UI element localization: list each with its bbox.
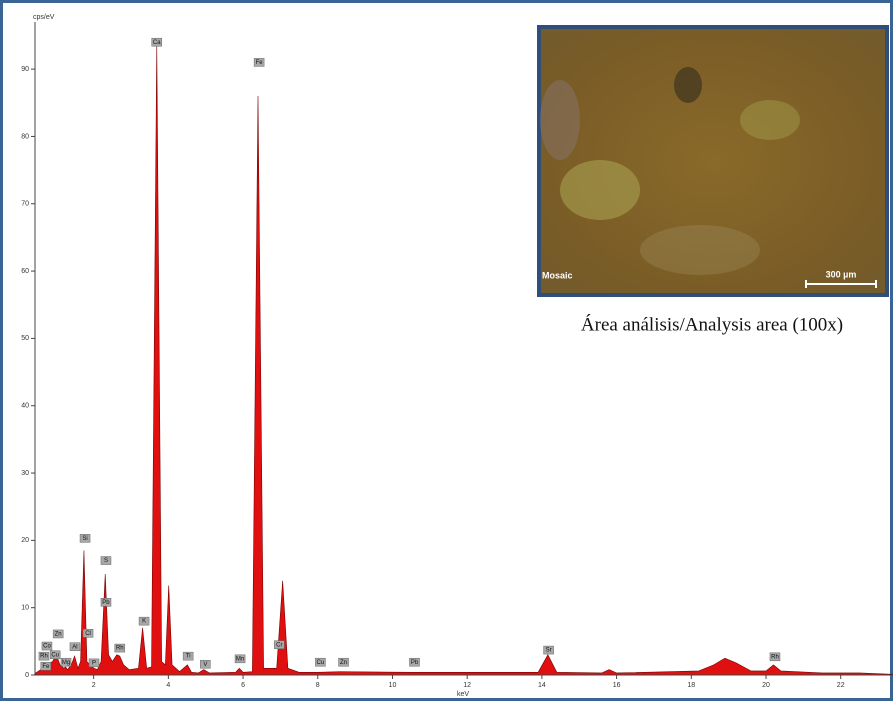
- x-tick-label: 16: [613, 682, 621, 689]
- y-tick-label: 40: [21, 403, 29, 410]
- x-tick-label: 4: [166, 682, 170, 689]
- y-tick-label: 0: [25, 672, 29, 679]
- peak-label-box: [253, 58, 265, 67]
- peak-label: Cu: [51, 652, 59, 658]
- peak-label: Rh: [771, 654, 779, 660]
- peak-label: Cl: [85, 631, 91, 637]
- peak-label: Pb: [411, 660, 419, 666]
- x-axis-label: keV: [457, 691, 469, 698]
- x-tick-label: 8: [316, 682, 320, 689]
- peak-label: Sr: [546, 648, 552, 654]
- inset: Mosaic 300 µm Área análisis/Analysis are…: [537, 25, 889, 335]
- x-tick-label: 20: [762, 682, 770, 689]
- peak-label: Zn: [340, 660, 347, 666]
- peak-label: Ca: [153, 40, 161, 46]
- peak-label: Si: [82, 536, 87, 542]
- spectrum: [35, 45, 893, 676]
- x-tick-label: 10: [389, 682, 397, 689]
- peak-label-box: [138, 616, 150, 626]
- peak-label: Pb: [102, 600, 110, 606]
- peak-label-box: [41, 641, 53, 651]
- peak-label-box: [100, 598, 112, 607]
- peak-label-box: [769, 652, 781, 662]
- peak-label-box: [234, 654, 246, 664]
- y-tick-label: 20: [21, 537, 29, 544]
- y-tick-label: 80: [21, 133, 29, 140]
- peak-label-box: [338, 657, 349, 667]
- plot-area: 0 10 20 30 40 50 60 70 80 90 2 4 6 8 10 12 14 16 18 20 22 Ca F…: [21, 22, 893, 689]
- peak-label-box: [40, 661, 52, 671]
- y-tick-label: 10: [21, 605, 29, 612]
- peak-label-box: [151, 37, 163, 47]
- peak-label-box: [60, 657, 72, 667]
- peak-label-box: [200, 659, 211, 669]
- peak-label: Mg: [62, 660, 70, 666]
- inset-label: Mosaic: [542, 270, 573, 280]
- y-tick-label: 70: [21, 201, 29, 208]
- peak-label-box: [182, 651, 194, 661]
- peak-label: V: [203, 662, 207, 668]
- y-tick-label: 50: [21, 335, 29, 342]
- peak-label: Ti: [186, 654, 191, 660]
- peak-label-box: [274, 640, 285, 649]
- peak-label-box: [315, 657, 326, 667]
- photo-texture: [560, 160, 640, 220]
- x-tick-label: 2: [92, 682, 96, 689]
- peak-label-box: [82, 629, 94, 638]
- peak-label: Co: [43, 644, 51, 650]
- peak-label: K: [142, 619, 146, 625]
- peak-label-box: [88, 658, 100, 668]
- scale-label: 300 µm: [826, 269, 857, 279]
- peak-label: Fe: [256, 60, 264, 66]
- y-tick-label: 30: [21, 470, 29, 477]
- peak-label: Mn: [236, 656, 244, 662]
- peak-label-box: [38, 651, 50, 661]
- x-tick-label: 18: [687, 682, 695, 689]
- photo-texture: [540, 80, 580, 160]
- peak-label: P: [92, 660, 96, 666]
- x-tick-label: 14: [538, 682, 546, 689]
- y-tick-label: 90: [21, 66, 29, 73]
- peak-label: Rh: [40, 654, 48, 660]
- x-tick-label: 22: [837, 682, 845, 689]
- photo-texture: [674, 67, 702, 103]
- peak-label: Fe: [42, 664, 50, 670]
- peak-label: S: [104, 558, 108, 564]
- x-tick-label: 12: [463, 682, 471, 689]
- peak-label-box: [114, 643, 126, 653]
- peak-label: Zn: [55, 632, 62, 638]
- y-tick-label: 60: [21, 268, 29, 275]
- inset-caption: Área análisis/Analysis area (100x): [581, 313, 843, 335]
- photo-texture: [740, 100, 800, 140]
- peak-label-box: [69, 642, 81, 651]
- peak-label-box: [52, 629, 64, 639]
- photo-texture: [640, 225, 760, 275]
- peak-label-box: [409, 657, 420, 667]
- peak-label: Rh: [116, 646, 124, 652]
- y-axis-label: cps/eV: [33, 14, 55, 21]
- peak-label-box: [49, 650, 61, 660]
- peak-label: Cu: [317, 660, 325, 666]
- peak-label-box: [543, 645, 554, 655]
- peak-label: Cr: [276, 642, 282, 648]
- peak-label-box: [100, 556, 112, 565]
- x-tick-label: 6: [241, 682, 245, 689]
- peak-label: Al: [72, 644, 77, 650]
- peak-label-box: [79, 534, 91, 543]
